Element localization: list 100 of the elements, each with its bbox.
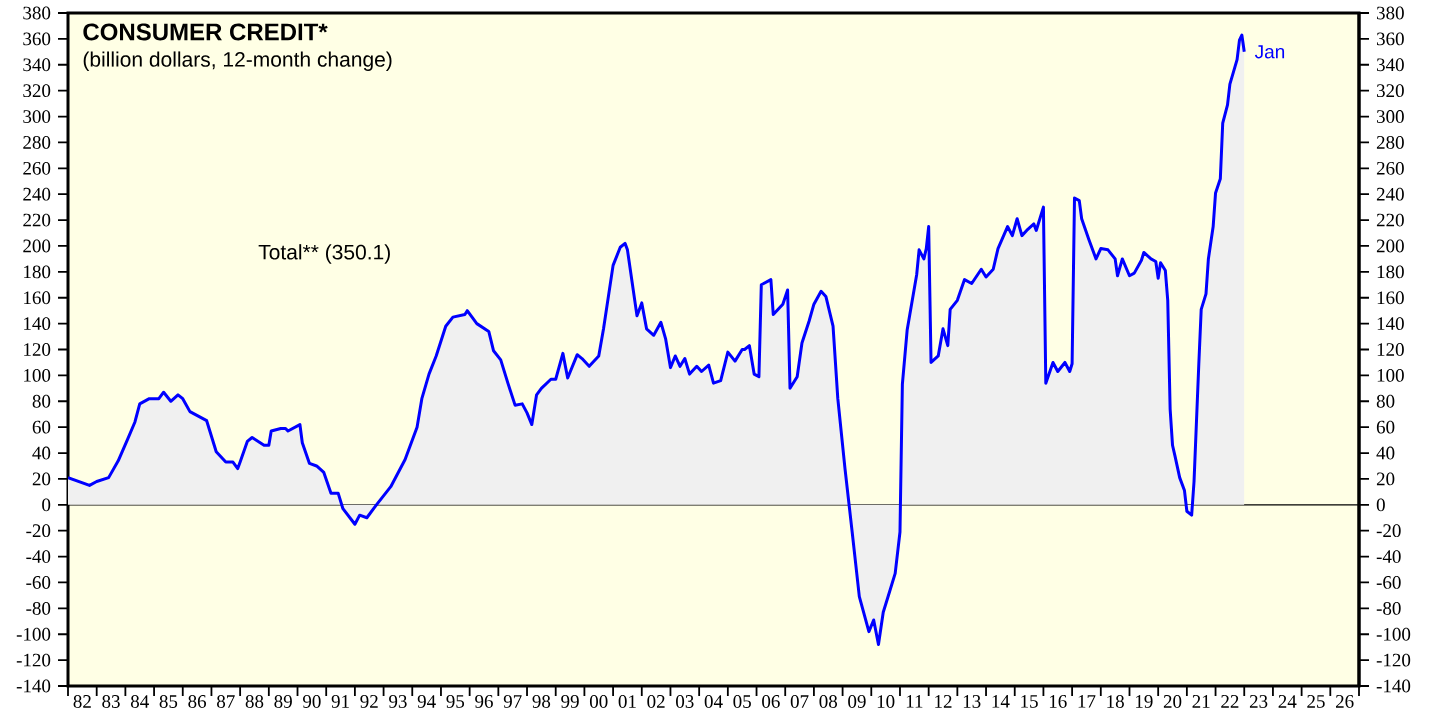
y-tick-label: 160	[1377, 291, 1404, 305]
y-tick-label: 220	[1376, 213, 1404, 227]
y2-tick-label: 60	[32, 420, 51, 434]
x-tick-label: 19	[1135, 695, 1153, 708]
y2-tick-label: 380	[23, 6, 51, 20]
y-tick-label: 120	[1377, 343, 1404, 356]
x-tick-label: 94	[417, 695, 436, 708]
x-tick-label: 96	[475, 695, 493, 708]
x-tick-label: 24	[1278, 695, 1297, 708]
y-tick-label: -120	[1376, 653, 1411, 667]
y2-tick-label: 160	[24, 291, 51, 305]
y2-tick-label: 100	[24, 368, 51, 382]
x-tick-label: 02	[647, 695, 665, 708]
y2-tick-label: 0	[42, 498, 51, 512]
x-tick-label: 21	[1192, 695, 1210, 708]
x-tick-label: 06	[762, 695, 780, 708]
y-tick-label: 200	[1376, 239, 1404, 253]
y2-tick-label: 360	[23, 32, 51, 46]
x-tick-label: 88	[245, 695, 264, 708]
y2-tick-label: 240	[23, 187, 51, 201]
y2-tick-label: 180	[24, 265, 51, 279]
x-tick-label: 26	[1336, 695, 1354, 708]
x-tick-label: 10	[877, 695, 895, 708]
x-tick-label: 17	[1078, 695, 1096, 708]
text: (billion dollars, 12-month change)	[83, 51, 392, 71]
x-tick-label: 08	[819, 695, 838, 708]
y2-tick-label: -60	[26, 576, 51, 589]
y-tick-label: 380	[1376, 6, 1404, 20]
y-tick-label: 180	[1377, 265, 1404, 279]
y-tick-label: 40	[1376, 446, 1395, 460]
y-tick-label: 280	[1376, 136, 1404, 149]
y-tick-label: 100	[1377, 368, 1404, 382]
x-tick-label: 86	[188, 695, 207, 708]
y-tick-label: -40	[1376, 550, 1401, 563]
x-tick-label: 00	[589, 695, 608, 708]
y2-tick-label: -120	[16, 653, 51, 667]
y-tick-label: 140	[1377, 317, 1404, 331]
x-tick-label: 92	[360, 695, 378, 708]
x-tick-label: 18	[1107, 695, 1124, 708]
x-tick-label: 07	[790, 695, 809, 708]
y-tick-label: -80	[1376, 601, 1401, 615]
x-tick-label: 93	[389, 695, 407, 708]
y2-tick-label: -140	[16, 679, 51, 693]
y-tick-label: -100	[1376, 627, 1411, 641]
y2-tick-label: 280	[23, 136, 51, 149]
chart-title: CONSUMER CREDIT*	[83, 23, 328, 41]
x-tick-label: 12	[935, 695, 952, 708]
x-tick-label: 15	[1021, 695, 1038, 708]
y-tick-label: 0	[1376, 498, 1385, 512]
y2-tick-label: 220	[23, 213, 51, 227]
y2-tick-label: 80	[32, 394, 51, 408]
x-tick-label: 89	[274, 695, 292, 708]
y2-tick-label: 200	[23, 239, 51, 253]
x-tick-label: 25	[1307, 695, 1325, 708]
annotation: Total** (350.1)	[258, 244, 390, 264]
x-tick-label: 90	[302, 695, 321, 708]
x-tick-label: 05	[733, 695, 751, 708]
x-tick-label: 03	[676, 695, 694, 708]
y2-tick-label: 20	[32, 472, 51, 486]
y-tick-label: -20	[1376, 524, 1401, 538]
y-tick-label: -140	[1376, 679, 1411, 693]
x-tick-label: 91	[331, 695, 349, 708]
x-tick-label: 83	[102, 695, 120, 708]
x-tick-label: 99	[561, 695, 579, 708]
y-tick-label: 240	[1376, 187, 1404, 201]
x-tick-label: 16	[1049, 695, 1067, 708]
x-tick-label: 84	[130, 695, 149, 708]
x-tick-label: 87	[217, 695, 235, 708]
x-tick-label: 97	[503, 695, 522, 708]
y2-tick-label: -20	[26, 524, 51, 538]
y2-tick-label: 260	[23, 161, 51, 175]
y-tick-label: 60	[1376, 420, 1395, 434]
x-tick-label: 09	[848, 695, 866, 708]
x-tick-label: 82	[73, 695, 91, 708]
y-tick-label: 80	[1376, 394, 1395, 408]
y2-tick-label: 300	[23, 110, 51, 123]
y2-tick-label: -100	[16, 627, 51, 641]
y2-tick-label: 40	[32, 446, 51, 460]
y-tick-label: -60	[1376, 576, 1401, 589]
y-tick-label: 340	[1376, 58, 1404, 72]
x-tick-label: 23	[1249, 695, 1268, 708]
x-tick-label: 22	[1221, 695, 1239, 708]
y2-tick-label: 120	[24, 343, 51, 356]
x-tick-label: 98	[532, 695, 551, 708]
y-tick-label: 260	[1376, 161, 1404, 175]
y-tick-label: 20	[1376, 472, 1395, 486]
annotation: Jan	[1254, 45, 1285, 59]
x-tick-label: 01	[618, 695, 636, 708]
y2-tick-label: 340	[23, 58, 51, 72]
y2-tick-label: 140	[24, 317, 51, 331]
y2-tick-label: 320	[23, 84, 51, 98]
x-tick-label: 95	[446, 695, 465, 708]
y2-tick-label: -80	[26, 601, 51, 615]
x-tick-label: 14	[992, 695, 1010, 708]
x-tick-label: 11	[906, 695, 923, 708]
y-tick-label: 300	[1376, 110, 1404, 123]
x-tick-label: 04	[704, 695, 723, 708]
y-tick-label: 360	[1376, 32, 1404, 46]
y-tick-label: 320	[1376, 84, 1404, 98]
y2-tick-label: -40	[26, 550, 51, 563]
